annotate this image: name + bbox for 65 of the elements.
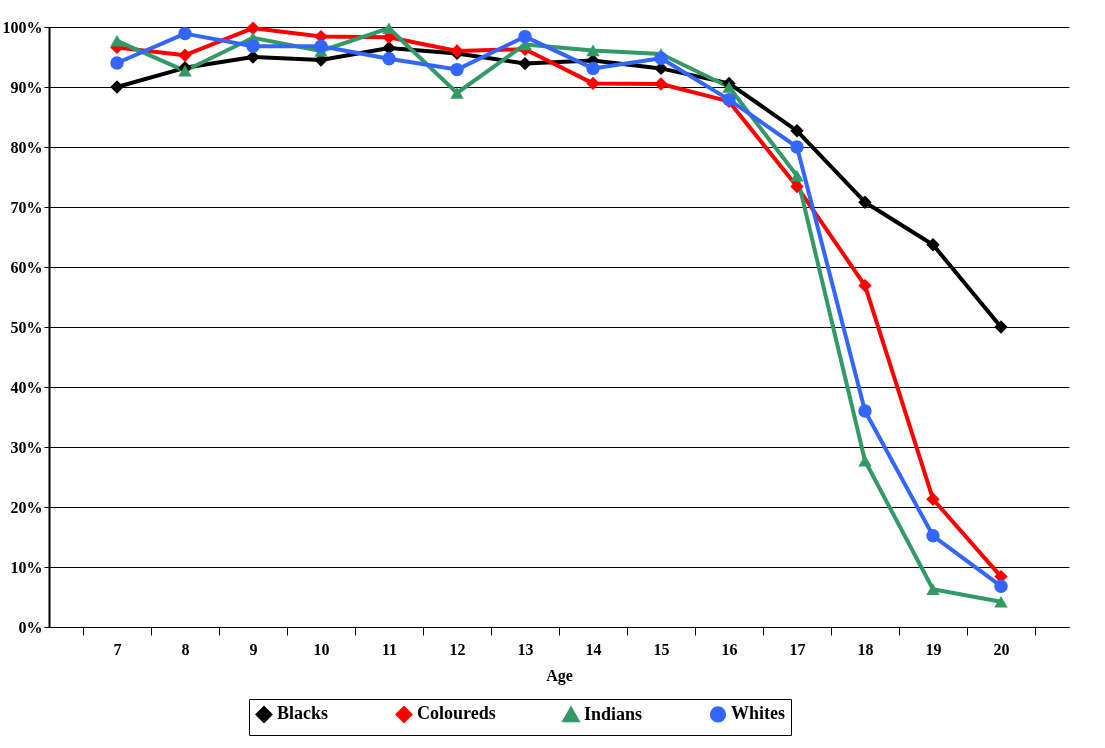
y-tick-label: 70% <box>10 198 43 216</box>
point <box>926 492 940 506</box>
x-tick-label: 14 <box>585 640 602 658</box>
x-tick-label: 13 <box>517 640 534 658</box>
x-tick-label: 18 <box>857 640 874 658</box>
point <box>382 52 396 66</box>
point <box>858 404 872 418</box>
point <box>382 22 396 35</box>
x-tick-label: 16 <box>721 640 738 658</box>
point <box>246 21 260 35</box>
point <box>994 320 1008 334</box>
point <box>518 56 532 71</box>
y-tick-label: 50% <box>10 318 43 336</box>
legend-label: Blacks <box>277 703 329 724</box>
point <box>790 124 804 138</box>
x-tick-label: 12 <box>449 640 466 658</box>
x-tick-label: 10 <box>313 640 330 658</box>
y-tick-label: 30% <box>10 438 43 456</box>
y-tick-label: 90% <box>10 78 43 96</box>
x-tick-label: 17 <box>789 640 806 658</box>
x-tick-label: 19 <box>925 640 942 658</box>
y-tick-label: 100% <box>2 18 43 36</box>
point <box>790 169 804 182</box>
point <box>994 595 1008 608</box>
point <box>722 81 736 93</box>
x-tick-label: 9 <box>249 640 258 658</box>
legend-label: Indians <box>584 703 643 724</box>
point <box>586 44 600 57</box>
x-tick-label: 11 <box>381 640 398 658</box>
point <box>110 34 124 47</box>
legend-label: Coloureds <box>417 703 496 724</box>
point <box>858 195 872 209</box>
point <box>790 179 804 194</box>
x-tick-label: 7 <box>113 640 122 658</box>
point <box>314 39 328 53</box>
x-tick-label: 20 <box>993 640 1010 658</box>
point <box>586 61 600 76</box>
point <box>790 140 804 154</box>
point <box>586 76 600 91</box>
y-tick-label: 40% <box>10 378 43 396</box>
x-tick-label: 8 <box>181 640 190 658</box>
point <box>518 29 532 44</box>
y-tick-label: 0% <box>18 618 43 636</box>
x-axis-title: Age <box>546 666 573 685</box>
point <box>654 77 668 91</box>
point <box>246 39 260 53</box>
point <box>926 529 940 543</box>
point <box>178 26 192 41</box>
point <box>110 80 124 94</box>
legend-label: Whites <box>731 703 785 724</box>
y-tick-label: 10% <box>10 558 43 576</box>
x-tick-label: 15 <box>653 640 670 658</box>
point <box>858 278 872 293</box>
y-tick-label: 60% <box>10 258 43 276</box>
point <box>926 238 940 252</box>
point <box>654 51 668 65</box>
point <box>178 48 192 62</box>
point <box>926 583 940 596</box>
y-tick-label: 20% <box>10 498 43 516</box>
point <box>110 56 124 70</box>
point <box>994 579 1008 593</box>
y-tick-label: 80% <box>10 138 43 156</box>
point <box>450 62 464 77</box>
point <box>450 87 464 99</box>
point <box>858 454 872 467</box>
